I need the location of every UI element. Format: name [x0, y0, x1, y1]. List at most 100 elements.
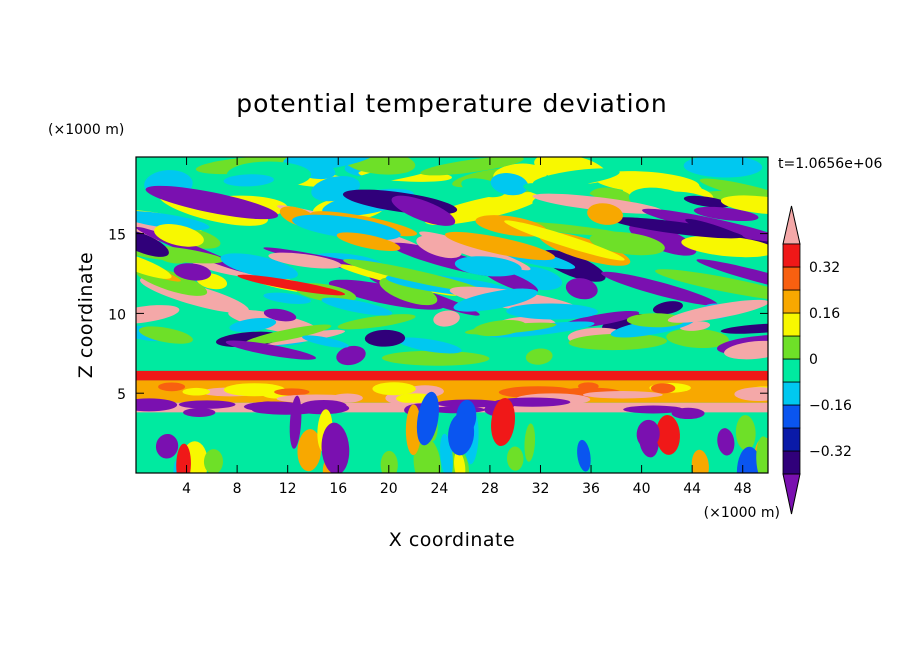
colorbar-band	[782, 243, 801, 268]
colorbar-band	[782, 381, 801, 406]
contour-patch	[229, 317, 277, 332]
contour-patch	[263, 308, 297, 322]
x-tick-label: 44	[683, 481, 701, 497]
x-tick-label: 4	[182, 481, 191, 497]
contour-patch	[294, 157, 375, 171]
contour-patch	[220, 253, 298, 280]
contour-patch	[454, 451, 466, 473]
colorbar-label: −0.16	[809, 398, 852, 414]
colorbar-label: −0.32	[809, 444, 852, 460]
contour-patch	[343, 157, 416, 175]
warm-band	[136, 370, 768, 381]
contour-patch	[448, 412, 475, 456]
contour-patch	[699, 178, 768, 205]
contour-patch	[720, 323, 768, 334]
x-tick-label: 24	[430, 481, 448, 497]
contour-patch	[568, 333, 668, 351]
contour-patch	[577, 382, 599, 391]
contour-patch	[237, 274, 346, 296]
contour-patch	[176, 443, 191, 473]
x-axis-unit: (×1000 m)	[704, 505, 780, 521]
contour-patch	[444, 231, 556, 261]
contour-patch	[671, 407, 705, 420]
contour-patch	[629, 223, 697, 256]
x-tick-label: 28	[481, 481, 499, 497]
contour-patch	[321, 422, 350, 473]
colorbar-band	[782, 450, 801, 475]
contour-patch	[650, 383, 676, 394]
contour-patch	[424, 192, 542, 226]
contour-patch	[577, 439, 591, 472]
colorbar: 0.32 0.16 0 −0.16 −0.32	[782, 205, 852, 515]
contour-patch	[274, 388, 310, 396]
contour-patch	[223, 174, 274, 187]
contour-patch	[336, 232, 401, 251]
x-tick-label: 16	[329, 481, 347, 497]
contour-patch	[268, 252, 342, 269]
colorbar-bottom-extend	[782, 473, 801, 515]
contour-patch	[655, 269, 768, 302]
chart-title: potential temperature deviation	[236, 89, 667, 118]
colorbar-band	[782, 289, 801, 314]
contour-patch	[173, 263, 212, 281]
colorbar-band	[782, 427, 801, 452]
contour-patch	[735, 415, 756, 451]
contour-patch	[321, 297, 393, 316]
contour-patch	[136, 305, 180, 324]
contour-patch	[488, 321, 595, 338]
contour-patch	[292, 214, 401, 241]
contour-patch	[136, 229, 169, 257]
contour-patch	[158, 382, 186, 392]
contour-patch	[532, 168, 620, 188]
contour-patch	[145, 185, 279, 220]
x-tick-label: 32	[532, 481, 550, 497]
contour-patch	[416, 391, 439, 446]
contour-patch	[683, 195, 730, 208]
contour-patch	[379, 277, 438, 306]
contour-patch	[490, 173, 529, 196]
colorbar-label: 0.32	[809, 260, 840, 276]
contour-patch	[623, 405, 684, 414]
y-axis-unit: (×1000 m)	[48, 122, 124, 138]
contour-patch	[203, 449, 224, 473]
x-tick-label: 48	[734, 481, 752, 497]
contour-patch	[420, 157, 524, 176]
x-axis: 4 8 12 16 20 24 28 32 36 40 44 48	[182, 157, 752, 497]
contour-patch	[136, 210, 210, 231]
contour-patch	[433, 310, 460, 327]
contour-patch	[691, 449, 709, 473]
contour-patch	[397, 337, 462, 354]
contour-patch	[525, 348, 553, 365]
contour-patch	[626, 313, 685, 328]
contour-patch	[416, 235, 462, 259]
y-axis-label: Z coordinate	[75, 252, 97, 378]
heatmap-field	[136, 157, 768, 473]
y-tick-label: 5	[117, 387, 126, 403]
colorbar-band	[782, 335, 801, 360]
contour-patch	[154, 224, 204, 247]
contour-patch	[504, 220, 625, 261]
x-axis-label: X coordinate	[389, 529, 515, 551]
contour-patch	[244, 324, 332, 345]
x-tick-label: 36	[582, 481, 600, 497]
contour-patch	[506, 303, 598, 320]
contour-patch	[681, 235, 768, 258]
contour-patch	[465, 322, 557, 335]
contour-patch	[506, 446, 524, 471]
colorbar-band	[782, 404, 801, 429]
contour-patch	[364, 329, 406, 347]
contour-patch	[155, 433, 179, 459]
contour-patch	[225, 340, 316, 360]
contour-patch	[182, 387, 211, 396]
contour-patch	[289, 395, 302, 449]
plot-frame	[135, 156, 769, 474]
contour-patch	[667, 299, 768, 323]
contour-patch	[183, 408, 216, 417]
x-tick-label: 20	[380, 481, 398, 497]
contour-patch	[666, 328, 729, 349]
contour-patch	[381, 350, 490, 366]
contour-patch	[136, 250, 172, 279]
y-tick-label: 10	[108, 307, 126, 323]
contour-patch	[601, 271, 718, 306]
contour-patch	[587, 203, 623, 225]
